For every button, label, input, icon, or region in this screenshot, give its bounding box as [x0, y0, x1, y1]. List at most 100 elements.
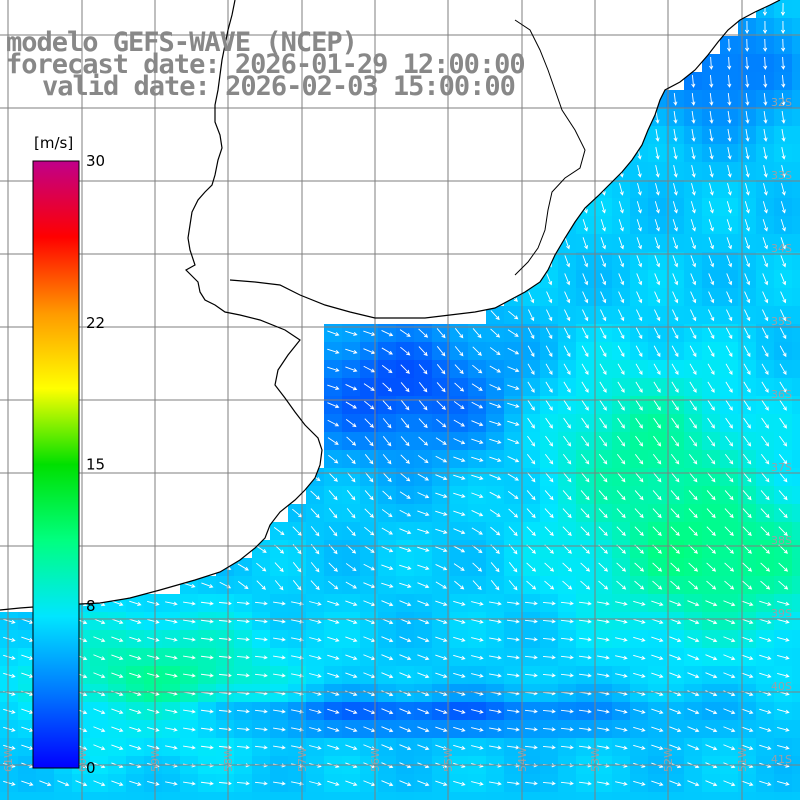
wind-arrow	[472, 346, 482, 356]
wind-arrow	[781, 56, 786, 70]
wind-speed-cell	[522, 792, 541, 800]
wind-arrow	[615, 745, 628, 750]
wind-arrow	[526, 490, 536, 501]
wind-arrow	[506, 709, 520, 714]
wind-arrow	[597, 601, 610, 606]
wind-arrow	[615, 637, 628, 642]
wind-arrow	[759, 744, 772, 750]
wind-speed-cell	[792, 126, 800, 145]
wind-arrow	[618, 219, 624, 232]
wind-arrow	[381, 600, 394, 607]
wind-arrow	[364, 436, 374, 447]
wind-speed-cell	[684, 792, 703, 800]
wind-arrow	[111, 636, 124, 643]
wind-arrow	[562, 472, 572, 483]
wind-arrow	[345, 636, 358, 643]
wind-arrow	[417, 618, 430, 625]
wind-arrow	[129, 744, 142, 750]
wind-arrow	[636, 201, 642, 214]
wind-arrow	[655, 165, 660, 178]
wind-arrow	[562, 508, 572, 519]
wind-arrow	[741, 654, 754, 661]
wind-arrow	[688, 472, 698, 483]
wind-speed-cell	[792, 378, 800, 397]
wind-arrow	[399, 491, 411, 499]
wind-arrow	[111, 726, 124, 733]
wind-arrow	[762, 309, 769, 322]
wind-arrow	[183, 637, 196, 642]
wind-arrow	[777, 601, 790, 606]
wind-arrow	[690, 201, 696, 214]
wind-arrow	[527, 417, 535, 429]
wind-arrow	[598, 562, 609, 572]
wind-arrow	[453, 474, 466, 480]
wind-speed-cell	[144, 792, 163, 800]
wind-arrow	[453, 545, 466, 553]
wind-arrow	[400, 364, 410, 374]
title-valid-date: valid date: 2026-02-03 15:00:00	[42, 71, 516, 102]
latitude-label: 40S	[771, 680, 792, 693]
wind-arrow	[183, 601, 196, 606]
longitude-label: 53W	[589, 747, 602, 772]
latitude-label: 41S	[771, 753, 792, 766]
wind-speed-cell	[792, 558, 800, 577]
wind-arrow	[778, 453, 788, 465]
wind-arrow	[651, 654, 664, 660]
wind-arrow	[781, 74, 786, 88]
wind-arrow	[309, 709, 322, 714]
wind-arrow	[582, 219, 588, 232]
wind-arrow	[328, 472, 338, 482]
wind-arrow	[562, 490, 572, 501]
wind-arrow	[670, 490, 680, 501]
wind-arrow	[418, 400, 428, 411]
wind-arrow	[508, 580, 518, 591]
wind-arrow	[673, 129, 678, 142]
wind-arrow	[618, 237, 624, 250]
wind-arrow	[527, 363, 535, 376]
wind-arrow	[582, 237, 588, 250]
wind-arrow	[489, 456, 502, 462]
wind-arrow	[780, 201, 786, 214]
wind-arrow	[745, 74, 750, 88]
wind-arrow	[472, 580, 482, 591]
wind-speed-cell	[792, 144, 800, 163]
wind-arrow	[39, 780, 52, 787]
wind-arrow	[274, 580, 284, 591]
wind-arrow	[598, 508, 608, 519]
wind-arrow	[616, 580, 627, 590]
wind-arrow	[507, 473, 519, 481]
wind-arrow	[636, 291, 643, 304]
wind-arrow	[761, 435, 770, 447]
wind-arrow	[417, 726, 430, 733]
wind-arrow	[471, 637, 484, 642]
wind-arrow	[705, 672, 718, 679]
wind-arrow	[689, 417, 697, 429]
wind-speed-cell	[666, 792, 685, 800]
wind-arrow	[761, 363, 769, 376]
wind-arrow	[634, 562, 645, 572]
wind-arrow	[147, 745, 160, 750]
wind-arrow	[779, 363, 787, 376]
wind-arrow	[526, 526, 536, 536]
wind-arrow	[762, 255, 769, 268]
wind-arrow	[742, 453, 752, 465]
wind-arrow	[381, 509, 393, 518]
wind-arrow	[327, 708, 340, 714]
wind-speed-cell	[792, 792, 800, 800]
wind-arrow	[618, 309, 625, 322]
wind-arrow	[381, 744, 394, 751]
wind-arrow	[781, 165, 786, 178]
wind-arrow	[600, 219, 606, 232]
wind-arrow	[400, 346, 411, 356]
wind-arrow	[691, 129, 696, 142]
wind-arrow	[687, 600, 700, 607]
wind-arrow	[742, 526, 752, 536]
wind-arrow	[633, 708, 646, 714]
wind-arrow	[580, 526, 590, 536]
wind-arrow	[636, 237, 642, 250]
wind-arrow	[508, 526, 518, 537]
wind-arrow	[291, 727, 304, 732]
wind-arrow	[671, 417, 679, 429]
wind-arrow	[471, 745, 484, 750]
wind-arrow	[183, 745, 196, 750]
